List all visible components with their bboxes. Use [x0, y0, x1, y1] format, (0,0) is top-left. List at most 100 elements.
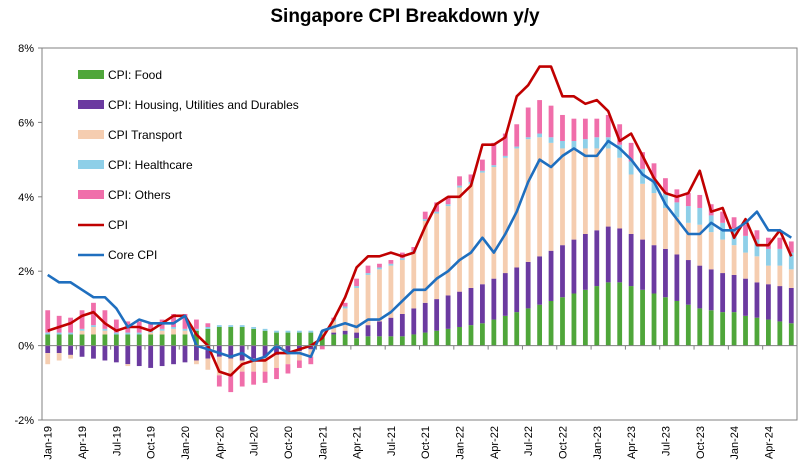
x-tick-label: Apr-22 [489, 426, 501, 459]
bar-series4-2023-02 [605, 114, 611, 138]
bar-series4-2021-01 [319, 345, 325, 350]
bar-series1-2019-09 [136, 345, 142, 367]
bar-series4-2022-06 [514, 124, 520, 147]
bar-series3-2021-08 [399, 258, 405, 261]
legend-label: CPI Transport [108, 128, 183, 142]
bar-series0-2019-04 [79, 334, 85, 346]
bar-series4-2020-07 [251, 371, 257, 385]
bar-series0-2020-05 [228, 327, 234, 346]
bar-series1-2019-05 [91, 345, 96, 359]
legend-label: CPI: Others [108, 188, 171, 202]
bar-series4-2020-06 [239, 371, 245, 387]
bar-series4-2022-04 [491, 142, 497, 166]
bar-series2-2019-06 [102, 330, 108, 335]
bar-series4-2019-04 [79, 310, 85, 329]
bar-series4-2023-10 [697, 194, 703, 208]
bar-series0-2021-11 [434, 330, 440, 346]
bar-series4-2019-06 [102, 310, 108, 329]
bar-series2-2021-12 [445, 206, 451, 296]
bar-series4-2024-06 [788, 241, 794, 253]
bar-series3-2023-07 [663, 193, 668, 208]
bar-series3-2020-01 [182, 328, 188, 331]
bar-series4-2024-01 [731, 217, 737, 229]
bar-series3-2023-01 [594, 137, 600, 149]
bar-series4-2022-07 [525, 107, 531, 138]
bar-series3-2021-11 [434, 211, 440, 214]
bar-series0-2021-08 [399, 336, 405, 346]
bar-series3-2023-10 [697, 207, 703, 225]
bar-series0-2020-04 [216, 327, 222, 346]
bar-series3-2023-09 [685, 206, 691, 223]
bar-series4-2020-09 [274, 367, 279, 380]
bar-series0-2020-07 [251, 328, 257, 346]
bar-series3-2021-04 [354, 286, 359, 288]
bar-series2-2021-05 [365, 274, 371, 326]
y-tick-label: 6% [18, 117, 34, 129]
bar-series0-2023-01 [594, 286, 600, 346]
bar-series2-2019-12 [171, 328, 176, 335]
bar-series3-2022-05 [502, 155, 508, 158]
bar-series4-2022-12 [582, 118, 588, 140]
bar-series4-2019-01 [45, 310, 51, 333]
bar-series1-2022-03 [480, 284, 485, 324]
bar-series4-2020-04 [216, 375, 222, 387]
bar-series4-2020-10 [285, 364, 291, 374]
x-tick-label: Jan-19 [43, 426, 55, 460]
bar-series2-2024-04 [766, 265, 771, 285]
bar-series0-2022-09 [548, 300, 554, 346]
bar-series4-2021-04 [354, 278, 359, 287]
x-tick-label: Apr-19 [77, 426, 89, 459]
bar-series2-2020-08 [262, 356, 268, 372]
lines-layer [47, 65, 793, 377]
bar-series1-2023-03 [617, 228, 623, 283]
bar-series1-2021-06 [377, 321, 382, 337]
bar-series2-2021-04 [354, 287, 359, 333]
bar-series0-2023-12 [720, 312, 726, 346]
bar-series4-2024-02 [743, 224, 748, 236]
bar-series2-2019-08 [125, 364, 131, 367]
bar-series3-2019-08 [125, 332, 131, 335]
bar-series2-2020-06 [239, 360, 245, 372]
bar-series0-2021-02 [331, 334, 337, 346]
bar-series0-2022-06 [514, 312, 520, 346]
x-tick-label: Apr-20 [214, 426, 226, 459]
bar-series2-2021-09 [411, 252, 417, 309]
bar-series1-2022-05 [502, 273, 508, 316]
bar-series0-2019-02 [56, 334, 62, 346]
y-tick-label: 2% [18, 266, 34, 278]
bar-series2-2022-06 [514, 148, 520, 268]
bar-series3-2023-03 [617, 144, 623, 158]
bar-series1-2020-03 [205, 345, 211, 359]
bar-series2-2020-07 [251, 358, 257, 372]
bar-series0-2022-05 [502, 315, 508, 346]
bar-series4-2023-09 [685, 193, 691, 207]
bar-series3-2022-08 [537, 133, 543, 138]
bar-series1-2023-02 [605, 226, 611, 283]
bar-series0-2019-03 [68, 334, 73, 346]
bar-series2-2019-03 [68, 354, 73, 359]
bar-series4-2022-09 [548, 105, 554, 138]
bar-series0-2022-10 [560, 297, 565, 346]
bar-series1-2020-04 [216, 345, 222, 357]
bar-series4-2019-10 [148, 323, 154, 331]
legend: CPI: Food CPI: Housing, Utilities and Dur… [78, 68, 299, 262]
axes-layer: -2% 0% 2% 4% 6% 8% Jan-19 Apr-19 Jul-19 Oct-19 Jan… [14, 43, 798, 460]
legend-label: CPI: Food [108, 68, 162, 82]
chart-title: Singapore CPI Breakdown y/y [270, 6, 540, 27]
bar-series0-2020-10 [285, 332, 291, 346]
x-tick-label: Apr-21 [352, 426, 364, 459]
bar-series0-2021-03 [342, 334, 348, 346]
bar-series4-2021-12 [445, 196, 451, 205]
x-tick-label: Jan-23 [592, 426, 604, 460]
x-tick-label: Jan-24 [729, 426, 741, 460]
bar-series3-2019-05 [91, 325, 96, 327]
bar-series1-2024-02 [743, 278, 748, 316]
bar-series2-2023-05 [640, 183, 645, 240]
bar-series3-2022-09 [548, 137, 554, 143]
bar-series1-2020-09 [274, 345, 279, 355]
bar-series3-2020-09 [274, 330, 279, 333]
bar-series0-2019-06 [102, 334, 108, 346]
bar-series4-2020-02 [194, 319, 199, 329]
bar-series1-2022-09 [548, 250, 554, 301]
x-tick-label: Oct-23 [695, 426, 707, 459]
